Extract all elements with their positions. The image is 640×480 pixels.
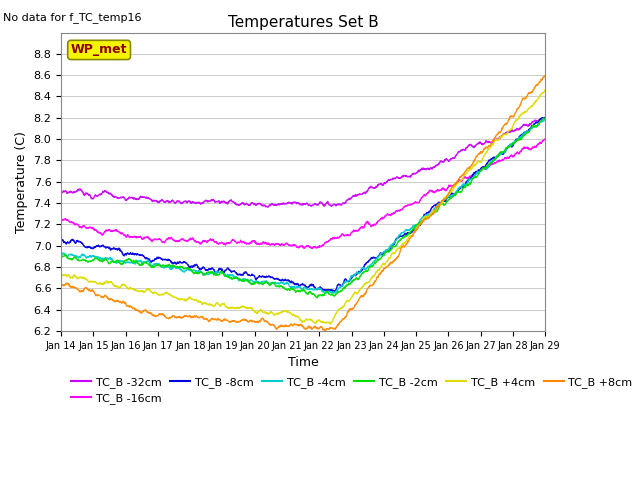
Text: WP_met: WP_met bbox=[71, 43, 127, 57]
Text: No data for f_TC_temp16: No data for f_TC_temp16 bbox=[3, 12, 141, 23]
Legend: TC_B -32cm, TC_B -16cm, TC_B -8cm, TC_B -4cm, TC_B -2cm, TC_B +4cm, TC_B +8cm: TC_B -32cm, TC_B -16cm, TC_B -8cm, TC_B … bbox=[67, 372, 637, 408]
X-axis label: Time: Time bbox=[288, 356, 319, 369]
Y-axis label: Temperature (C): Temperature (C) bbox=[15, 131, 28, 233]
Title: Temperatures Set B: Temperatures Set B bbox=[228, 15, 378, 30]
